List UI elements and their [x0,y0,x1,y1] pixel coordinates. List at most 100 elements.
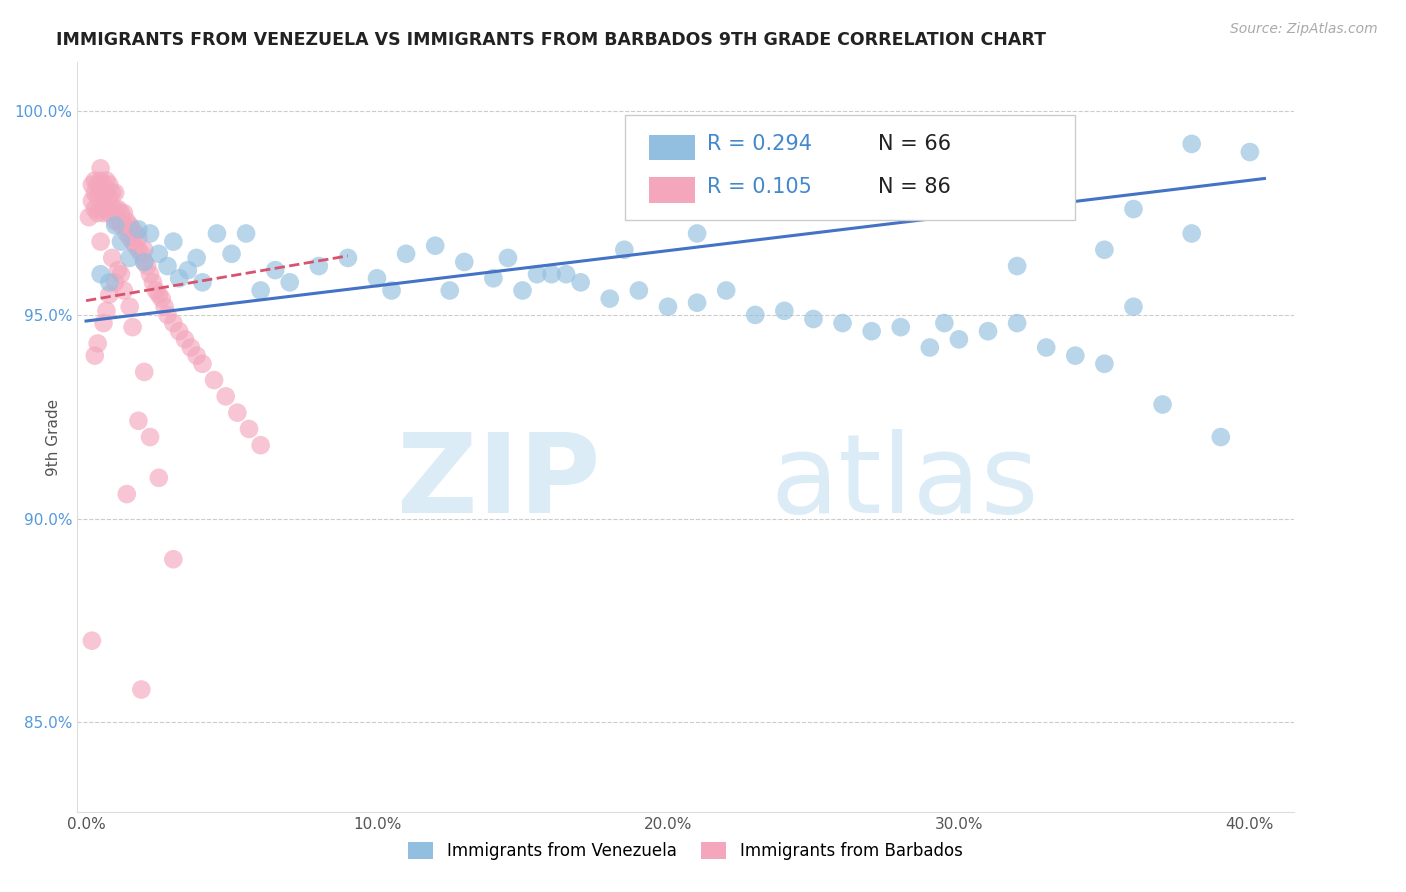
Point [613,243,636,257]
Point [127,230,149,244]
Point [134,255,156,269]
Point [1005,316,1028,330]
Point [96,202,118,216]
Point [177,263,200,277]
Point [235,227,257,241]
Point [215,389,238,403]
Point [148,471,170,485]
Point [191,276,214,290]
Point [83,173,105,187]
Bar [650,178,695,203]
Point [142,276,165,290]
Point [948,332,970,346]
Point [425,238,447,252]
Point [1092,357,1115,371]
Point [860,324,883,338]
Point [104,202,127,216]
Point [174,332,197,346]
Point [86,336,108,351]
Point [80,178,103,192]
Point [134,243,156,257]
Point [127,222,149,236]
Point [90,173,112,187]
Point [162,235,184,249]
Point [112,206,135,220]
Point [918,341,941,355]
Point [104,214,127,228]
Text: IMMIGRANTS FROM VENEZUELA VS IMMIGRANTS FROM BARBADOS 9TH GRADE CORRELATION CHAR: IMMIGRANTS FROM VENEZUELA VS IMMIGRANTS … [56,31,1046,49]
Point [145,284,167,298]
Point [308,259,330,273]
Point [238,422,260,436]
Point [93,206,115,220]
Point [104,186,127,200]
Point [395,247,418,261]
Point [93,190,115,204]
Point [1209,430,1232,444]
Point [93,178,115,192]
Point [156,259,179,273]
Point [90,186,112,200]
Point [512,284,534,298]
Point [496,251,519,265]
Point [249,438,271,452]
Text: N = 86: N = 86 [877,178,950,197]
Point [148,287,170,301]
Point [96,173,118,187]
Point [101,251,124,265]
Text: atlas: atlas [770,428,1039,535]
Point [80,194,103,208]
Point [831,316,853,330]
Point [686,227,709,241]
Point [264,263,287,277]
Point [90,202,112,216]
Point [131,682,153,697]
Point [1122,202,1144,216]
Point [80,633,103,648]
Point [569,276,592,290]
Point [153,300,176,314]
Point [599,292,621,306]
Point [803,312,825,326]
Point [110,267,132,281]
Point [202,373,225,387]
Point [93,316,115,330]
Point [1122,300,1144,314]
Point [156,308,179,322]
Point [86,178,108,192]
Point [115,227,138,241]
Point [107,202,129,216]
Point [139,267,162,281]
Point [482,271,505,285]
Point [90,161,112,176]
Point [1064,349,1087,363]
Point [110,235,132,249]
Point [118,300,141,314]
Point [118,219,141,233]
Point [136,259,159,273]
Point [98,206,121,220]
Point [453,255,475,269]
Text: Source: ZipAtlas.com: Source: ZipAtlas.com [1230,22,1378,37]
Point [1005,259,1028,273]
Point [380,284,402,298]
Point [221,247,243,261]
Point [249,284,271,298]
Point [714,284,737,298]
Point [180,341,202,355]
Point [139,430,162,444]
Point [112,284,135,298]
Point [167,271,190,285]
Point [86,206,108,220]
Point [104,276,127,290]
Point [101,202,124,216]
Point [124,238,146,252]
Point [90,267,112,281]
Point [1239,145,1261,159]
Point [540,267,562,281]
Point [278,276,301,290]
Point [205,227,228,241]
Point [134,255,156,269]
Point [148,247,170,261]
Legend: Immigrants from Venezuela, Immigrants from Barbados: Immigrants from Venezuela, Immigrants fr… [402,836,969,867]
